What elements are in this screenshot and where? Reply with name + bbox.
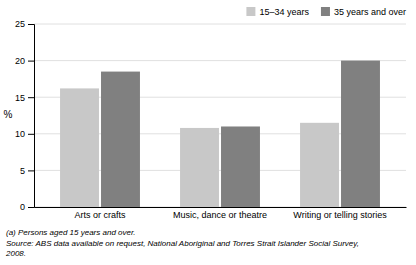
tick: 0: [20, 202, 34, 212]
tick: 10: [15, 129, 34, 139]
legend-swatch: [246, 7, 255, 16]
bar: [60, 88, 99, 207]
legend-label: 15–34 years: [259, 7, 309, 17]
tick: Writing or telling stories: [293, 210, 387, 220]
footnote: (a) Persons aged 15 years and over.: [6, 228, 136, 237]
tick-mark: [28, 24, 34, 25]
tick-label: 15: [15, 93, 25, 103]
tick-mark: [28, 61, 34, 62]
tick: Arts or crafts: [74, 210, 126, 220]
tick: Music, dance or theatre: [173, 210, 267, 220]
bar: [221, 126, 260, 207]
bar: [341, 61, 380, 207]
tick-mark: [28, 134, 34, 135]
x-axis: Arts or crafts Music, dance or theatre Wri…: [35, 208, 407, 221]
chart: 0 5 10 15 20 25 Arts or crafts Music, dance or …: [0, 0, 416, 265]
tick-mark: [28, 170, 34, 171]
tick-mark: [28, 97, 34, 98]
legend-item: 15–34 years: [246, 7, 309, 17]
tick-label: 10: [15, 129, 25, 139]
y-axis: 0 5 10 15 20 25: [15, 19, 35, 212]
bar: [300, 123, 339, 207]
axis-line: [35, 207, 407, 208]
legend-item: 35 years and over: [321, 7, 406, 17]
bar: [180, 128, 219, 207]
tick-label: 5: [20, 166, 25, 176]
tick: 15: [15, 93, 34, 103]
tick-label: Music, dance or theatre: [173, 210, 267, 220]
grid: [34, 24, 406, 207]
tick-label: 25: [15, 19, 25, 29]
plot: 0 5 10 15 20 25 Arts or crafts Music, dance or …: [15, 19, 407, 220]
tick: 25: [15, 19, 34, 29]
bars: [60, 61, 380, 207]
footnote: Source: ABS data available on request, N…: [5, 239, 359, 258]
legend-swatch: [321, 7, 330, 16]
tick: 20: [15, 56, 34, 66]
tick-label: 0: [20, 202, 25, 212]
tick-label: Arts or crafts: [74, 210, 126, 220]
tick-label: Writing or telling stories: [293, 210, 387, 220]
tick-mark: [28, 207, 34, 208]
grid-line: [34, 24, 406, 25]
legend: 15–34 years 35 years and over: [246, 7, 406, 17]
tick-label: 20: [15, 56, 25, 66]
bar: [101, 72, 140, 207]
legend-label: 35 years and over: [334, 7, 406, 17]
axis-line: [28, 25, 35, 208]
axis-title: %: [4, 109, 13, 120]
tick: 5: [20, 166, 34, 176]
